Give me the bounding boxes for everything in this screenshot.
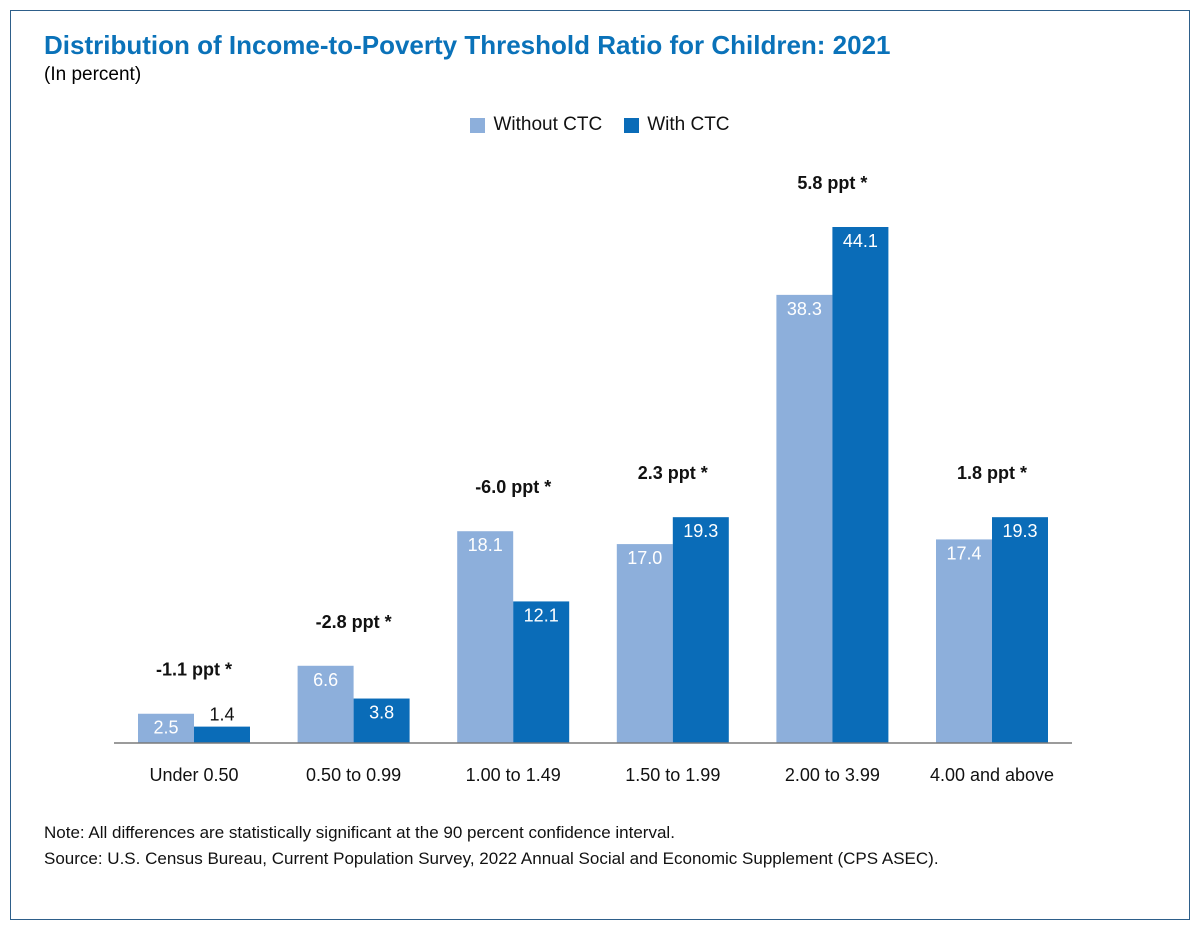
legend-item-without-ctc: Without CTC bbox=[470, 114, 602, 136]
bar-without-ctc-1-00-to-1-49 bbox=[457, 531, 514, 743]
value-label-with-ctc-2-00-to-3-99: 44.1 bbox=[843, 231, 878, 251]
source-text: Source: U.S. Census Bureau, Current Popu… bbox=[44, 849, 939, 868]
value-label-with-ctc-1-50-to-1-99: 19.3 bbox=[683, 521, 718, 541]
bar-without-ctc-2-00-to-3-99 bbox=[776, 294, 833, 743]
value-label-without-ctc-1-00-to-1-49: 18.1 bbox=[468, 535, 503, 555]
value-label-without-ctc-0-50-to-0-99: 6.6 bbox=[313, 670, 338, 690]
x-tick-label-under-0-50: Under 0.50 bbox=[149, 765, 238, 785]
bar-chart: 2.5 1.4 -1.1 ppt * Under 0.50 6.6 3.8 -2.8 ppt… bbox=[114, 173, 1072, 785]
legend-swatch-without-ctc bbox=[470, 117, 486, 133]
value-label-with-ctc-1-00-to-1-49: 12.1 bbox=[524, 605, 559, 625]
difference-label-1-00-to-1-49: -6.0 ppt * bbox=[475, 477, 551, 497]
value-label-with-ctc-0-50-to-0-99: 3.8 bbox=[369, 703, 394, 723]
legend-label-without-ctc: Without CTC bbox=[493, 114, 603, 135]
value-label-without-ctc-under-0-50: 2.5 bbox=[153, 718, 178, 738]
difference-label-4-00-and-above: 1.8 ppt * bbox=[957, 463, 1027, 483]
bar-with-ctc-4-00-and-above bbox=[992, 517, 1048, 743]
bar-with-ctc-1-00-to-1-49 bbox=[513, 601, 570, 743]
x-tick-label-4-00-and-above: 4.00 and above bbox=[930, 765, 1054, 785]
difference-label-0-50-to-0-99: -2.8 ppt * bbox=[316, 612, 392, 632]
note-text: Note: All differences are statistically … bbox=[44, 823, 675, 842]
bar-with-ctc-1-50-to-1-99 bbox=[672, 517, 729, 743]
chart-subtitle: (In percent) bbox=[44, 64, 142, 85]
x-tick-label-1-00-to-1-49: 1.00 to 1.49 bbox=[466, 765, 561, 785]
x-tick-label-0-50-to-0-99: 0.50 to 0.99 bbox=[306, 765, 401, 785]
value-label-without-ctc-2-00-to-3-99: 38.3 bbox=[787, 299, 822, 319]
difference-label-1-50-to-1-99: 2.3 ppt * bbox=[638, 463, 708, 483]
x-tick-label-2-00-to-3-99: 2.00 to 3.99 bbox=[785, 765, 880, 785]
chart-legend: Without CTC With CTC bbox=[0, 114, 1200, 136]
legend-swatch-with-ctc bbox=[624, 117, 640, 133]
value-label-with-ctc-4-00-and-above: 19.3 bbox=[1002, 521, 1037, 541]
chart-notes: Note: All differences are statistically … bbox=[44, 820, 1154, 872]
chart-frame bbox=[10, 10, 1190, 920]
value-label-without-ctc-4-00-and-above: 17.4 bbox=[946, 543, 981, 563]
bar-without-ctc-0-50-to-0-99 bbox=[297, 665, 354, 743]
difference-label-2-00-to-3-99: 5.8 ppt * bbox=[797, 173, 867, 193]
bar-without-ctc-4-00-and-above bbox=[936, 539, 992, 743]
bar-with-ctc-under-0-50 bbox=[194, 726, 250, 743]
bar-without-ctc-1-50-to-1-99 bbox=[616, 544, 673, 743]
value-label-with-ctc-under-0-50: 1.4 bbox=[209, 705, 234, 725]
chart-title: Distribution of Income-to-Poverty Thresh… bbox=[44, 30, 891, 60]
difference-label-under-0-50: -1.1 ppt * bbox=[156, 660, 232, 680]
legend-label-with-ctc: With CTC bbox=[647, 114, 730, 135]
legend-item-with-ctc: With CTC bbox=[624, 114, 730, 136]
x-tick-label-1-50-to-1-99: 1.50 to 1.99 bbox=[625, 765, 720, 785]
bar-with-ctc-2-00-to-3-99 bbox=[832, 227, 889, 743]
value-label-without-ctc-1-50-to-1-99: 17.0 bbox=[627, 548, 662, 568]
bar-with-ctc-0-50-to-0-99 bbox=[353, 698, 410, 743]
bar-without-ctc-under-0-50 bbox=[138, 713, 194, 743]
